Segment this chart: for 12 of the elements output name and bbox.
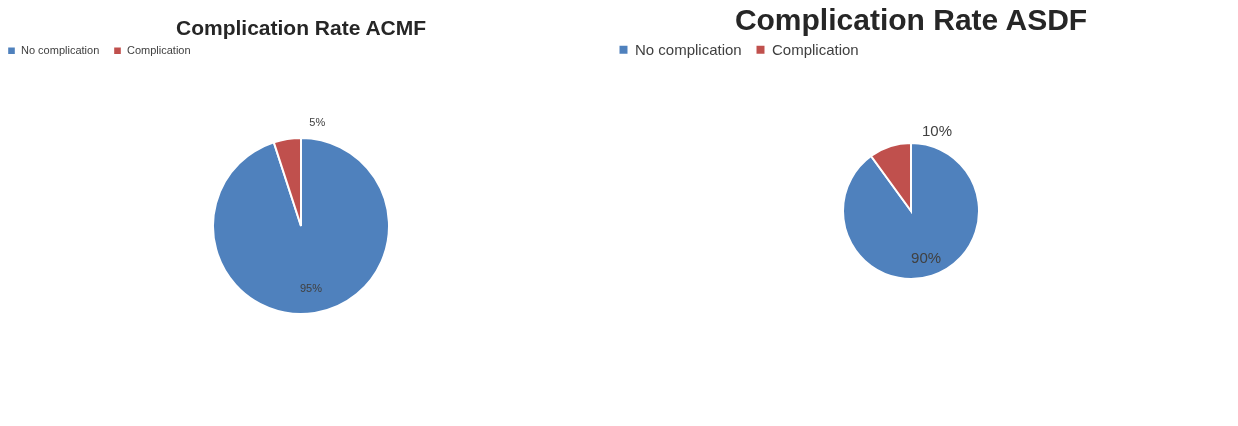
pie-slice: [842, 142, 980, 280]
pie-slice: [212, 137, 390, 315]
legend-label: No complication: [635, 40, 742, 58]
data-label: 95%: [299, 281, 323, 294]
data-label: 10%: [921, 122, 952, 140]
legend-label: Complication: [127, 43, 191, 56]
legend-label: Complication: [772, 40, 859, 58]
chart-title: Complication Rate ASDF: [734, 3, 1088, 36]
data-label: 90%: [911, 248, 942, 266]
data-label: 5%: [309, 116, 326, 129]
legend-label: No complication: [21, 43, 100, 56]
chart-title: Complication Rate ACMF: [175, 16, 427, 39]
